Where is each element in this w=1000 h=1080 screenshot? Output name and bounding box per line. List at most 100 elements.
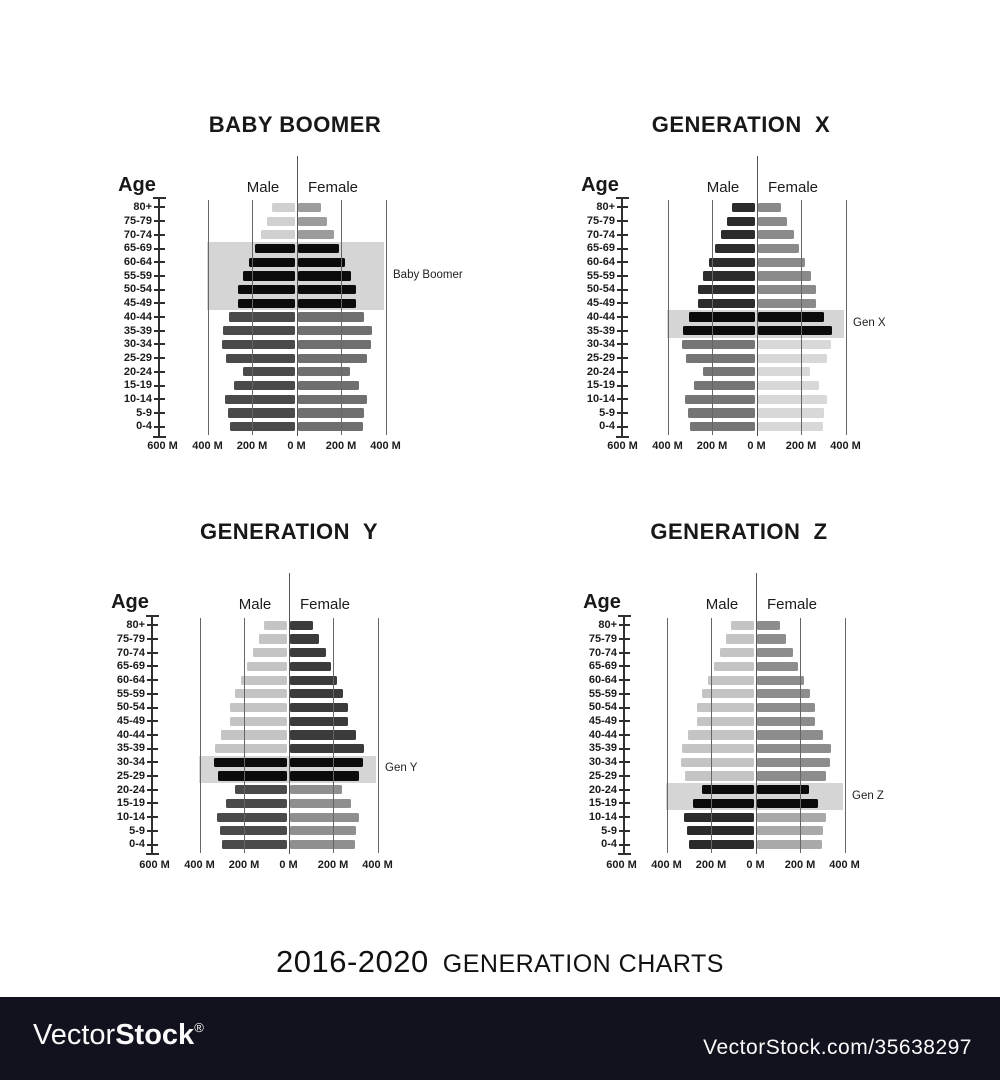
male-bar [713, 661, 754, 672]
female-column-label: Female [767, 179, 819, 196]
female-bar [290, 716, 348, 726]
age-axis-tick [616, 398, 628, 401]
female-bar [758, 257, 805, 267]
male-bar [228, 408, 295, 418]
female-column-label: Female [766, 596, 818, 613]
age-group-label: 80+ [133, 201, 152, 214]
x-axis-label: 0 M [747, 440, 766, 452]
male-bar [726, 634, 754, 644]
x-axis-label: 200 M [695, 859, 727, 871]
female-bar [757, 744, 831, 754]
age-axis-tick [618, 816, 630, 819]
male-bar [697, 285, 755, 295]
male-bar [684, 394, 755, 404]
female-bar [757, 812, 827, 822]
age-axis-tick [146, 665, 158, 668]
female-bar [757, 620, 781, 630]
generation-label: Baby Boomer [393, 268, 463, 281]
female-bar [298, 230, 334, 240]
age-axis-cap [145, 853, 159, 856]
male-bar [234, 785, 287, 795]
female-bar [290, 839, 355, 850]
male-bar [242, 367, 295, 377]
age-axis-tick [618, 733, 630, 736]
age-group-label: 20-24 [588, 783, 617, 796]
age-group-label: 50-54 [586, 283, 615, 296]
age-axis-tick [153, 206, 165, 209]
age-axis-title: Age [583, 591, 621, 613]
age-axis-tick [146, 843, 158, 846]
male-bar [267, 216, 295, 226]
male-bar [682, 326, 755, 336]
female-bar [298, 353, 367, 363]
female-bar [290, 661, 332, 672]
male-bar [220, 730, 287, 740]
male-bar [682, 339, 755, 350]
female-bar [290, 757, 363, 767]
age-axis-tick [146, 788, 158, 791]
x-axis-label: 200 M [784, 859, 816, 871]
male-bar [259, 634, 287, 644]
x-axis-label: 600 M [139, 859, 170, 871]
x-axis-label: 600 M [606, 859, 637, 871]
male-bar [229, 716, 287, 726]
age-axis-cap [145, 614, 159, 617]
age-axis-tick [616, 343, 628, 346]
age-group-label: 80+ [126, 619, 145, 632]
male-bar [226, 353, 295, 363]
age-group-label: 80+ [598, 619, 617, 632]
male-bar [688, 408, 755, 418]
female-bar [757, 634, 786, 644]
male-bar [696, 702, 754, 713]
male-bar [720, 230, 755, 240]
vectorstock-logo: VectorStock® [33, 1019, 204, 1052]
age-axis-tick [618, 775, 630, 778]
age-axis-tick [618, 788, 630, 791]
male-bar [218, 771, 287, 781]
female-bar [757, 826, 823, 836]
age-group-label: 70-74 [586, 228, 615, 241]
male-column-label: Male [246, 179, 280, 196]
female-bar [758, 243, 800, 254]
age-group-label: 35-39 [123, 324, 152, 337]
male-bar [693, 798, 754, 809]
age-group-label: 70-74 [123, 228, 152, 241]
male-bar [681, 744, 754, 754]
grid-line [377, 617, 379, 854]
female-bar [757, 771, 826, 781]
age-group-label: 50-54 [116, 701, 145, 714]
female-bar [290, 826, 356, 836]
age-axis-tick [618, 761, 630, 764]
age-group-label: 30-34 [588, 756, 617, 769]
female-bar [298, 257, 345, 267]
male-bar [242, 271, 295, 281]
male-column-label: Male [238, 596, 272, 613]
age-axis-tick [146, 638, 158, 641]
male-bar [702, 271, 755, 281]
female-bar [757, 839, 822, 850]
female-bar [758, 367, 810, 377]
age-axis-tick [616, 261, 628, 264]
age-axis-tick [618, 843, 630, 846]
age-group-label: 15-19 [586, 379, 615, 392]
age-group-label: 55-59 [586, 269, 615, 282]
female-bar [290, 744, 364, 754]
age-axis-tick [146, 775, 158, 778]
age-axis-tick [616, 411, 628, 414]
female-bar [298, 339, 371, 350]
age-axis-tick [616, 247, 628, 250]
male-bar [681, 757, 754, 767]
female-bar [758, 216, 787, 226]
age-group-label: 5-9 [599, 406, 615, 419]
male-bar [731, 202, 755, 213]
x-axis-label: 0 M [287, 440, 306, 452]
age-axis-tick [146, 733, 158, 736]
x-axis-label: 400 M [652, 440, 683, 452]
age-axis-tick [153, 370, 165, 373]
female-bar [298, 298, 356, 308]
female-bar [290, 812, 360, 822]
age-axis-tick [616, 233, 628, 236]
female-bar [757, 730, 823, 740]
